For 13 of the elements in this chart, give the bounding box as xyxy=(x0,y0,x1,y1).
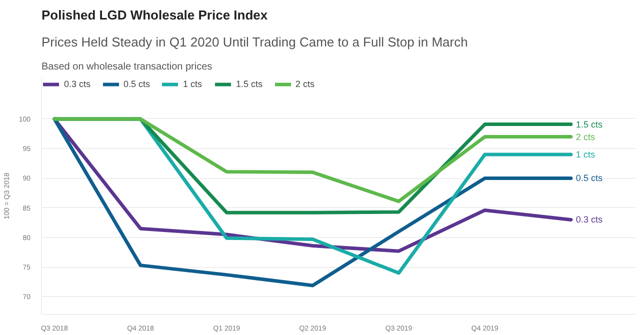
chart-title: Polished LGD Wholesale Price Index xyxy=(42,8,268,22)
text: Based on wholesale transaction prices xyxy=(42,62,212,72)
text: 0.3 cts xyxy=(576,214,602,225)
text: 2 cts xyxy=(576,132,595,142)
legend-label: 0.3 cts xyxy=(64,79,91,89)
legend-label: 0.5 cts xyxy=(124,79,150,89)
text: 0.5 cts xyxy=(576,173,602,184)
legend-label: 1.5 cts xyxy=(236,79,263,89)
text: 1 cts xyxy=(576,150,595,160)
text: 1.5 cts xyxy=(576,119,602,130)
legend-label: 2 cts xyxy=(296,79,316,89)
chart-subtitle: Prices Held Steady in Q1 2020 Until Trading Came to a Full Stop in March xyxy=(42,34,468,50)
legend-label: 1 cts xyxy=(183,79,204,89)
